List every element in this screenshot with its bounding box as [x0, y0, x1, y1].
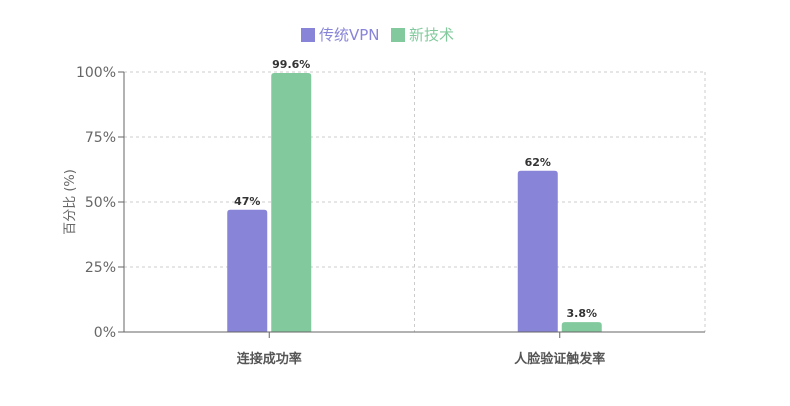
- y-tick-label: 75%: [85, 130, 116, 146]
- bar-value-label: 47%: [234, 195, 260, 208]
- y-tick-label: 25%: [85, 260, 116, 276]
- x-category-label: 人脸验证触发率: [514, 351, 605, 367]
- bar-value-label: 62%: [525, 156, 551, 169]
- y-tick-label: 100%: [76, 65, 116, 81]
- axes-group: 0% 25% 50% 75% 100% 连接成功率 人脸验证触发率: [76, 65, 705, 367]
- legend-swatch: [301, 28, 315, 42]
- bar: [517, 170, 558, 332]
- bars-group: 47% 99.6% 62% 3.8%: [227, 58, 602, 332]
- x-category-label: 连接成功率: [237, 351, 302, 367]
- legend-item-traditional-vpn[interactable]: 传统VPN: [301, 26, 380, 44]
- y-tick-label: 0%: [94, 325, 116, 341]
- bar: [561, 322, 602, 332]
- legend-label: 新技术: [409, 26, 454, 44]
- legend-label: 传统VPN: [319, 26, 380, 44]
- legend-swatch: [391, 28, 405, 42]
- bar-value-label: 99.6%: [272, 58, 310, 71]
- legend[interactable]: 传统VPN 新技术: [301, 26, 454, 44]
- bar: [227, 209, 268, 332]
- grid-lines: [124, 71, 706, 332]
- bar-value-label: 3.8%: [566, 307, 597, 320]
- bar: [271, 73, 312, 332]
- y-tick-label: 50%: [85, 195, 116, 211]
- y-axis-title: 百分比 (%): [63, 169, 78, 235]
- legend-item-new-tech[interactable]: 新技术: [391, 26, 454, 44]
